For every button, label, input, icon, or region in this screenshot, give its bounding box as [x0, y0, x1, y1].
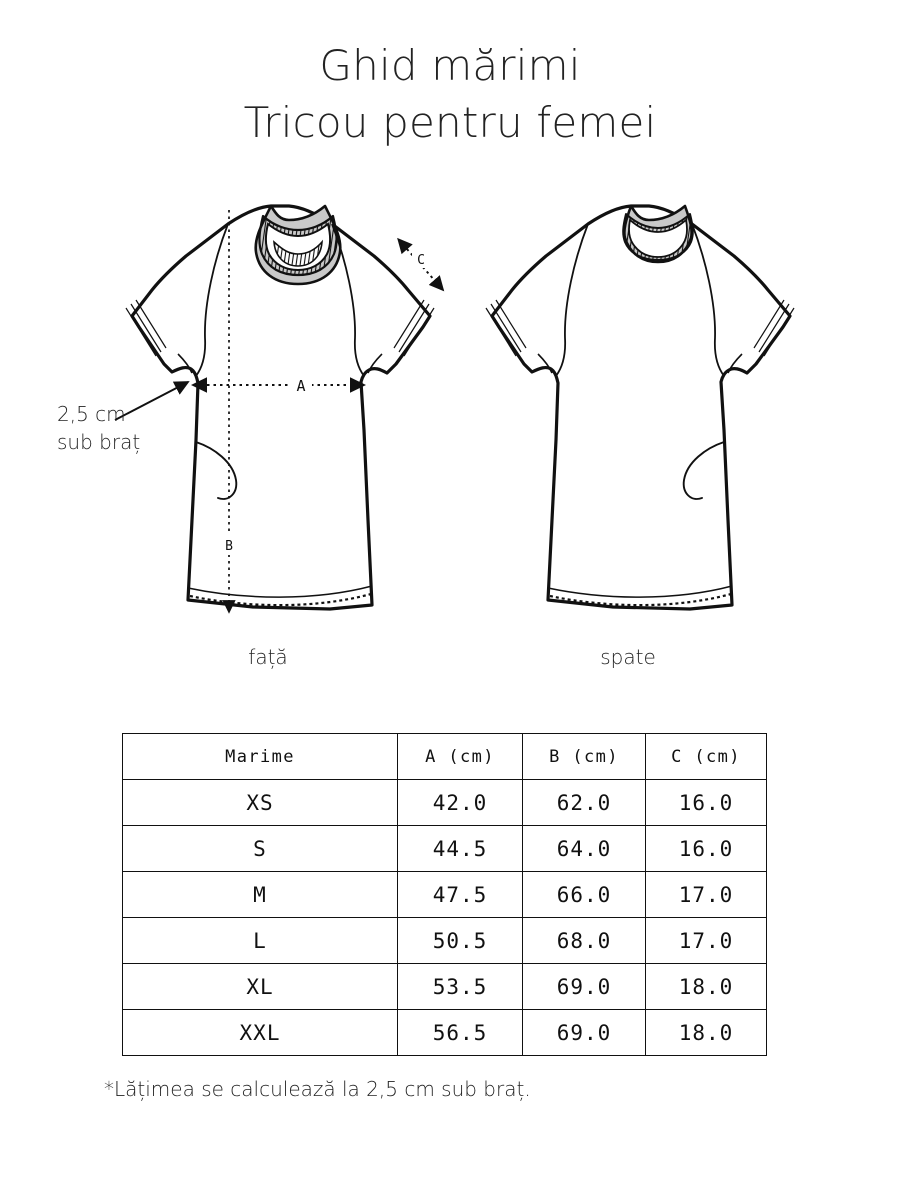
back-hem-stitch-dashed: [549, 592, 732, 607]
back-neck-opening: [628, 218, 688, 258]
front-hem-stitch-dashed: [189, 592, 372, 607]
cell-a: 47.5: [397, 871, 523, 918]
cell-a: 44.5: [397, 825, 523, 872]
measure-c-label: C: [417, 253, 425, 268]
front-right-underarm-pleat: [367, 353, 383, 374]
table-row: XL 53.5 69.0 18.0: [122, 963, 767, 1010]
cell-size: XXL: [122, 1009, 398, 1056]
table-header-row: Marime A (cm) B (cm) C (cm): [122, 733, 767, 780]
measure-b-label: B: [225, 539, 233, 554]
back-waist-drape-fold: [682, 441, 725, 500]
front-right-cuff-line-3: [393, 299, 425, 349]
underarm-leader-line: [114, 381, 190, 421]
cell-b: 69.0: [522, 1009, 646, 1056]
measure-c-line: [397, 237, 445, 292]
cell-size: M: [122, 871, 398, 918]
measure-a-label-bg: [290, 374, 312, 396]
cell-a: 50.5: [397, 917, 523, 964]
measure-a-label: A: [296, 377, 305, 395]
back-left-cuff-line-1: [485, 307, 517, 357]
cell-size: XS: [122, 779, 398, 826]
column-header-size: Marime: [122, 733, 398, 780]
table-row: M 47.5 66.0 17.0: [122, 871, 767, 918]
front-right-armhole-seam: [331, 223, 365, 377]
measure-c-label-bg: [412, 250, 430, 268]
tshirt-front-view: A B C: [114, 204, 445, 614]
front-waist-drape-fold: [195, 441, 238, 500]
front-right-cuff-line-2: [398, 303, 430, 353]
table-row: S 44.5 64.0 16.0: [122, 825, 767, 872]
cell-b: 69.0: [522, 963, 646, 1010]
back-right-cuff-line-2: [758, 303, 790, 353]
cell-a: 53.5: [397, 963, 523, 1010]
page-title-line-2: Tricou pentru femei: [243, 97, 657, 147]
page-title-line-1: Ghid mărimi: [319, 41, 581, 90]
back-right-underarm-pleat: [727, 353, 743, 374]
underarm-annotation-line-2: sub braț: [57, 430, 141, 455]
column-header-b: B (cm): [522, 733, 646, 780]
front-left-cuff-line-2: [130, 303, 162, 353]
cell-b: 66.0: [522, 871, 646, 918]
underarm-annotation-line-1: 2,5 cm: [57, 402, 126, 426]
back-left-cuff-line-3: [495, 299, 527, 349]
footnote: *Lățimea se calculează la 2,5 cm sub bra…: [104, 1077, 531, 1101]
cell-size: L: [122, 917, 398, 964]
measure-b-label-bg: [220, 535, 238, 555]
cell-b: 64.0: [522, 825, 646, 872]
caption-back-view: spate: [600, 645, 656, 669]
cell-c: 17.0: [645, 917, 767, 964]
front-right-cuff-line-1: [403, 307, 435, 357]
back-right-cuff-line-3: [753, 299, 785, 349]
caption-front-view: față: [248, 645, 288, 669]
cell-b: 68.0: [522, 917, 646, 964]
back-left-armhole-seam: [555, 223, 589, 377]
cell-a: 56.5: [397, 1009, 523, 1056]
back-body-outline: [490, 204, 792, 611]
column-header-c: C (cm): [645, 733, 767, 780]
cell-size: XL: [122, 963, 398, 1010]
front-hem-stitch-line: [187, 585, 373, 598]
size-chart-table: Marime A (cm) B (cm) C (cm) XS 42.0 62.0…: [122, 733, 767, 1056]
front-left-cuff-line-1: [125, 307, 157, 357]
cell-c: 18.0: [645, 963, 767, 1010]
cell-b: 62.0: [522, 779, 646, 826]
back-right-armhole-seam: [691, 223, 725, 377]
table-row: L 50.5 68.0 17.0: [122, 917, 767, 964]
back-right-cuff-line-1: [763, 307, 795, 357]
cell-c: 16.0: [645, 779, 767, 826]
back-hem-stitch-line: [547, 585, 733, 598]
back-left-cuff-line-2: [490, 303, 522, 353]
column-header-a: A (cm): [397, 733, 523, 780]
underarm-annotation: 2,5 cm sub braț: [57, 400, 217, 457]
table-row: XXL 56.5 69.0 18.0: [122, 1009, 767, 1056]
front-left-armhole-seam: [195, 223, 229, 377]
page-title: Ghid mărimi Tricou pentru femei: [0, 38, 900, 151]
front-left-cuff-line-3: [135, 299, 167, 349]
front-left-underarm-pleat: [177, 353, 193, 374]
tshirt-illustration: A B C: [0, 180, 900, 680]
cell-c: 18.0: [645, 1009, 767, 1056]
cell-a: 42.0: [397, 779, 523, 826]
back-left-underarm-pleat: [537, 353, 553, 374]
front-left-cuff-stitch: [131, 315, 140, 328]
table-row: XS 42.0 62.0 16.0: [122, 779, 767, 826]
front-neck-lower-ribbing: [273, 239, 323, 267]
tshirt-back-view: [485, 204, 795, 611]
cell-size: S: [122, 825, 398, 872]
cell-c: 16.0: [645, 825, 767, 872]
cell-c: 17.0: [645, 871, 767, 918]
